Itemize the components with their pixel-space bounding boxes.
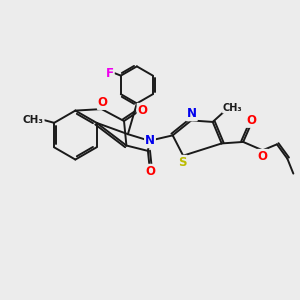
Text: O: O xyxy=(98,96,108,109)
Text: O: O xyxy=(246,114,256,127)
Text: F: F xyxy=(106,67,114,80)
Text: O: O xyxy=(137,104,148,117)
Text: S: S xyxy=(178,156,187,169)
Text: N: N xyxy=(187,107,197,120)
Text: O: O xyxy=(145,165,155,178)
Text: O: O xyxy=(258,150,268,163)
Text: N: N xyxy=(145,134,155,147)
Text: CH₃: CH₃ xyxy=(223,103,242,112)
Text: CH₃: CH₃ xyxy=(23,115,44,125)
